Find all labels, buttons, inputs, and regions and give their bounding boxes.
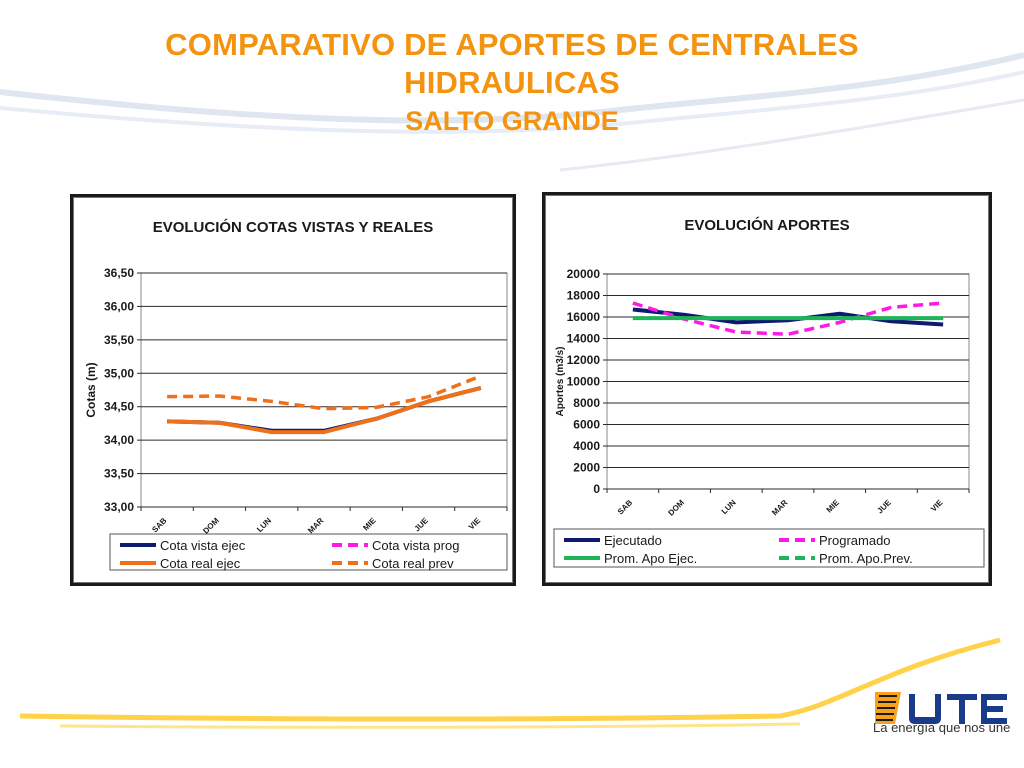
y-tick-label: 12000: [567, 353, 601, 367]
x-tick-label-sab: SAB: [616, 498, 634, 516]
y-tick-label: 36,50: [104, 266, 134, 280]
legend-label-cota-vista-prog: Cota vista prog: [372, 538, 459, 553]
x-tick-label-sab: SAB: [150, 516, 168, 534]
y-tick-label: 34,50: [104, 400, 134, 414]
slide-title-line2: HIDRAULICAS: [404, 65, 620, 100]
series-line-cota-real-ejec: [167, 386, 482, 435]
tagline: La energía que nos une: [873, 720, 1011, 735]
x-tick-label-jue: JUE: [875, 498, 893, 516]
y-tick-label: 14000: [567, 332, 601, 346]
slide-title-block: COMPARATIVO DE APORTES DE CENTRALES HIDR…: [0, 26, 1024, 138]
y-tick-label: 16000: [567, 310, 601, 324]
y-tick-label: 33,50: [104, 467, 134, 481]
legend-label-ejecutado: Ejecutado: [604, 533, 662, 548]
y-tick-label: 2000: [573, 461, 600, 475]
y-tick-label: 8000: [573, 396, 600, 410]
legend-label-prom-apo-prev: Prom. Apo.Prev.: [819, 551, 913, 566]
series-line-ejecutado: [632, 307, 944, 327]
x-tick-label-mie: MIE: [361, 516, 378, 533]
y-tick-label: 10000: [567, 375, 601, 389]
y-tick-label: 34,00: [104, 433, 134, 447]
y-tick-label: 36,00: [104, 299, 134, 313]
chart-aportes: EVOLUCIÓN APORTES 0 2000 4000 6000 8000 10000 1…: [553, 216, 985, 568]
x-tick-label-mar: MAR: [770, 498, 789, 517]
x-tick-label-vie: VIE: [467, 516, 483, 532]
plot-area: [140, 272, 508, 508]
legend-box: [109, 533, 508, 571]
x-tick-label-dom: DOM: [201, 516, 221, 536]
legend-label-cota-real-ejec: Cota real ejec: [160, 556, 241, 571]
ute-logo-icon: [875, 692, 1007, 724]
y-tick-label: 33,00: [104, 500, 134, 514]
x-tick-label-mie: MIE: [825, 498, 842, 515]
x-tick-label-lun: LUN: [255, 516, 273, 534]
y-tick-label: 4000: [573, 439, 600, 453]
legend-label-cota-vista-ejec: Cota vista ejec: [160, 538, 246, 553]
slide-subtitle: SALTO GRANDE: [405, 106, 619, 136]
series-line-cota-real-prev: [167, 374, 482, 411]
chart-box-cotas: EVOLUCIÓN COTAS VISTAS Y REALES 33,00 33,5…: [70, 194, 516, 586]
legend-label-prom-apo-ejec: Prom. Apo Ejec.: [604, 551, 697, 566]
chart-cotas: EVOLUCIÓN COTAS VISTAS Y REALES 33,00 33,5…: [84, 218, 508, 571]
y-tick-label: 35,00: [104, 366, 134, 380]
y-tick-label: 18000: [567, 289, 601, 303]
chart-title: EVOLUCIÓN COTAS VISTAS Y REALES: [153, 218, 434, 236]
y-tick-label: 35,50: [104, 333, 134, 347]
chart-box-aportes: EVOLUCIÓN APORTES 0 2000 4000 6000 8000 10000 1…: [542, 192, 992, 586]
x-tick-label-jue: JUE: [413, 516, 431, 534]
y-axis-label: Aportes (m3/s): [555, 346, 566, 416]
y-tick-label: 20000: [567, 267, 601, 281]
x-tick-label-lun: LUN: [720, 498, 738, 516]
slide-title-line1: COMPARATIVO DE APORTES DE CENTRALES: [165, 27, 859, 62]
legend-label-programado: Programado: [819, 533, 891, 548]
x-tick-label-dom: DOM: [666, 498, 686, 518]
x-tick-label-mar: MAR: [306, 516, 325, 535]
y-axis-label: Cotas (m): [84, 362, 98, 417]
legend-label-cota-real-prev: Cota real prev: [372, 556, 454, 571]
y-tick-label: 0: [593, 482, 600, 496]
legend-box: [553, 528, 985, 568]
x-tick-label-vie: VIE: [929, 498, 945, 514]
y-tick-label: 6000: [573, 418, 600, 432]
chart-title: EVOLUCIÓN APORTES: [684, 216, 849, 234]
